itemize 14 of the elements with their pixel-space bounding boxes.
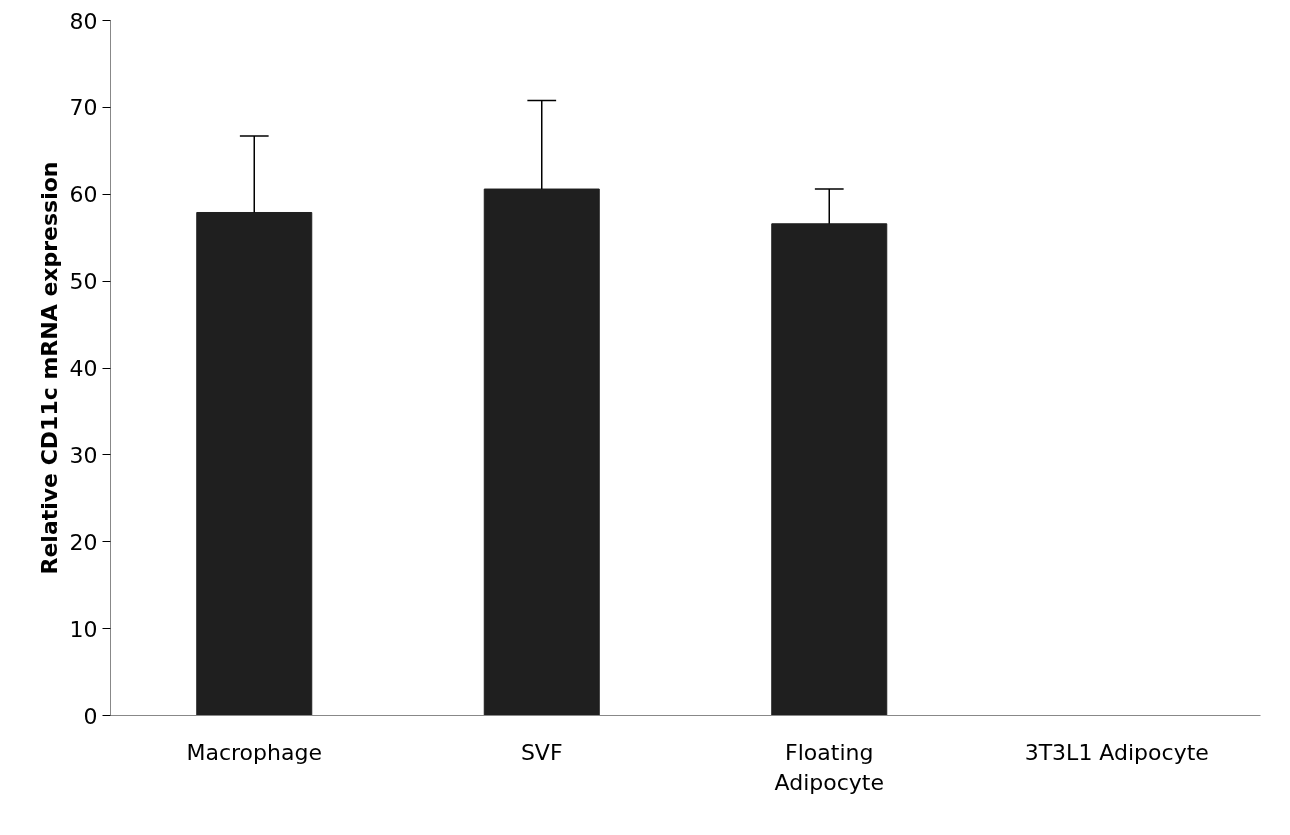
x-tick-label: Macrophage [186, 739, 322, 765]
x-tick-label: SVF [520, 739, 563, 765]
x-tick-label: 3T3L1 Adipocyte [1024, 739, 1209, 765]
y-tick-label: 80 [69, 8, 98, 34]
y-axis-title: Relative CD11c mRNA expression [36, 161, 62, 575]
y-tick-label: 0 [83, 703, 98, 729]
y-tick-label: 40 [69, 356, 98, 381]
y-tick-label: 20 [69, 529, 98, 555]
y-tick-label: 30 [69, 442, 98, 468]
x-tick-label: Floating Adipocyte [774, 739, 884, 795]
y-tick-label: 60 [69, 182, 98, 208]
y-tick-label: 10 [69, 616, 98, 642]
y-tick-label: 70 [69, 95, 98, 121]
y-tick-label: 50 [69, 269, 98, 295]
